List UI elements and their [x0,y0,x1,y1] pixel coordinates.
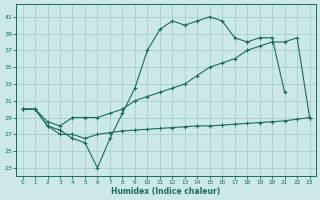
X-axis label: Humidex (Indice chaleur): Humidex (Indice chaleur) [111,187,221,196]
